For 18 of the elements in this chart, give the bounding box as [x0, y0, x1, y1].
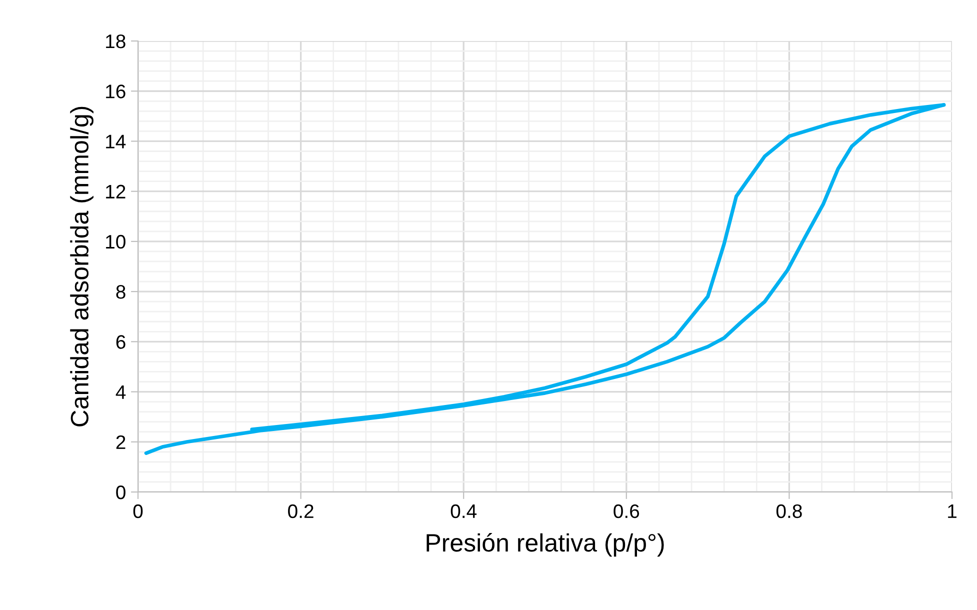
y-tick-label: 12	[106, 184, 126, 198]
y-tick-label: 6	[116, 335, 126, 349]
y-tick-label: 16	[106, 84, 126, 98]
x-tick-label: 0.8	[776, 504, 802, 518]
x-tick-label: 1	[948, 504, 956, 518]
y-tick-label: 10	[106, 234, 126, 249]
y-tick-label: 4	[116, 385, 126, 399]
y-tick-label: 18	[106, 34, 126, 48]
x-tick-label: 0.2	[288, 504, 314, 518]
y-tick-label: 2	[116, 435, 126, 449]
y-axis-title: Cantidad adsorbida (mmol/g)	[70, 106, 94, 426]
x-axis-title: Presión relativa (p/p°)	[426, 533, 664, 557]
y-tick-label: 14	[106, 134, 126, 148]
y-tick-label: 0	[116, 485, 126, 500]
x-tick-label: 0	[133, 504, 143, 518]
x-tick-label: 0.6	[614, 504, 640, 518]
y-tick-label: 8	[116, 285, 126, 299]
x-tick-label: 0.4	[450, 504, 477, 518]
